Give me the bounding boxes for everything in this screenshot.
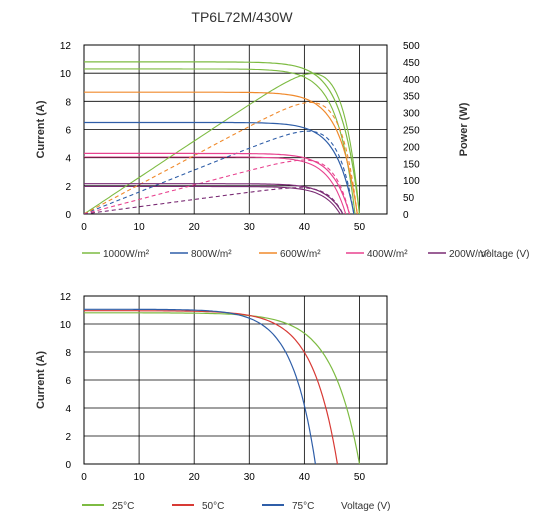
legend-label: 600W/m²: [280, 249, 321, 260]
iv-curve-line: [84, 308, 316, 464]
y2-tick-label: 300: [403, 109, 420, 120]
iv-curve-extra: [84, 185, 341, 214]
y-tick-label: 10: [60, 69, 72, 80]
y-tick-label: 8: [65, 97, 71, 108]
x-tick-label: 20: [189, 472, 201, 483]
iv-curve-line: [84, 152, 351, 214]
power-curve-line: [84, 101, 358, 214]
plot-frame: [83, 44, 388, 215]
y2-tick-label: 400: [403, 75, 420, 86]
plot-area: [84, 61, 361, 214]
y2-tick-label: 0: [403, 210, 409, 221]
y2-tick-label: 450: [403, 58, 420, 69]
y-tick-label: 6: [65, 126, 71, 137]
chart-title: TP6L72M/430W: [191, 9, 293, 25]
y-tick-label: 2: [65, 432, 71, 443]
y2-tick-label: 350: [403, 92, 420, 103]
x-tick-label: 10: [134, 472, 146, 483]
legend-label: 50°C: [202, 501, 224, 512]
x-tick-label: 0: [81, 472, 87, 483]
power-curve-line: [84, 130, 355, 214]
y-tick-label: 12: [60, 292, 72, 303]
iv-curve-line: [84, 183, 344, 214]
x-tick-label: 10: [134, 222, 146, 233]
y-axis-label: Current (A): [35, 351, 47, 409]
legend-label: 1000W/m²: [103, 249, 150, 260]
power-curve-line: [84, 73, 361, 214]
y2-tick-label: 100: [403, 176, 420, 187]
iv-curve-line: [84, 121, 355, 214]
plot-area: [84, 308, 361, 464]
x-tick-label: 30: [244, 472, 256, 483]
iv-curve-line: [84, 310, 338, 464]
y-axis-label: Current (A): [35, 100, 47, 158]
plot-frame: [83, 295, 388, 465]
x-tick-label: 40: [299, 222, 311, 233]
y2-tick-label: 500: [403, 41, 420, 52]
x-axis-label: Voltage (V): [480, 249, 529, 260]
x-tick-label: 30: [244, 222, 256, 233]
iv-curve-extra: [84, 68, 356, 214]
iv-temperature-chart: 0 10 20 30 40 50 0 2 4 6 8 10 12 Current (A) 25°C 50°C 7…: [35, 292, 390, 512]
iv-curve-line: [84, 91, 358, 214]
y2-tick-label: 250: [403, 126, 420, 137]
x-tick-label: 0: [81, 222, 87, 233]
legend-label: 800W/m²: [191, 249, 232, 260]
y-tick-label: 4: [65, 154, 71, 165]
iv-curve-line: [84, 312, 361, 464]
legend-label: 200W/m²: [449, 249, 490, 260]
y2-tick-label: 50: [403, 193, 415, 204]
y-tick-label: 4: [65, 404, 71, 415]
power-curve-line: [84, 159, 351, 214]
x-tick-label: 50: [354, 222, 366, 233]
x-tick-label: 50: [354, 472, 366, 483]
y-tick-label: 8: [65, 348, 71, 359]
y2-tick-label: 200: [403, 142, 420, 153]
iv-curve-extra: [84, 156, 347, 214]
y2-tick-label: 150: [403, 159, 420, 170]
x-tick-label: 40: [299, 472, 311, 483]
legend-label: 400W/m²: [367, 249, 408, 260]
y-tick-label: 2: [65, 182, 71, 193]
y-tick-label: 0: [65, 460, 71, 471]
legend-label: 25°C: [112, 501, 134, 512]
power-curve-line: [84, 187, 344, 214]
y-tick-label: 12: [60, 41, 72, 52]
legend-label: 75°C: [292, 501, 314, 512]
y-tick-label: 0: [65, 210, 71, 221]
y2-axis-label: Power (W): [458, 102, 470, 156]
y-tick-label: 10: [60, 320, 72, 331]
y-tick-label: 6: [65, 376, 71, 387]
x-axis-label: Voltage (V): [341, 501, 390, 512]
x-tick-label: 20: [189, 222, 201, 233]
